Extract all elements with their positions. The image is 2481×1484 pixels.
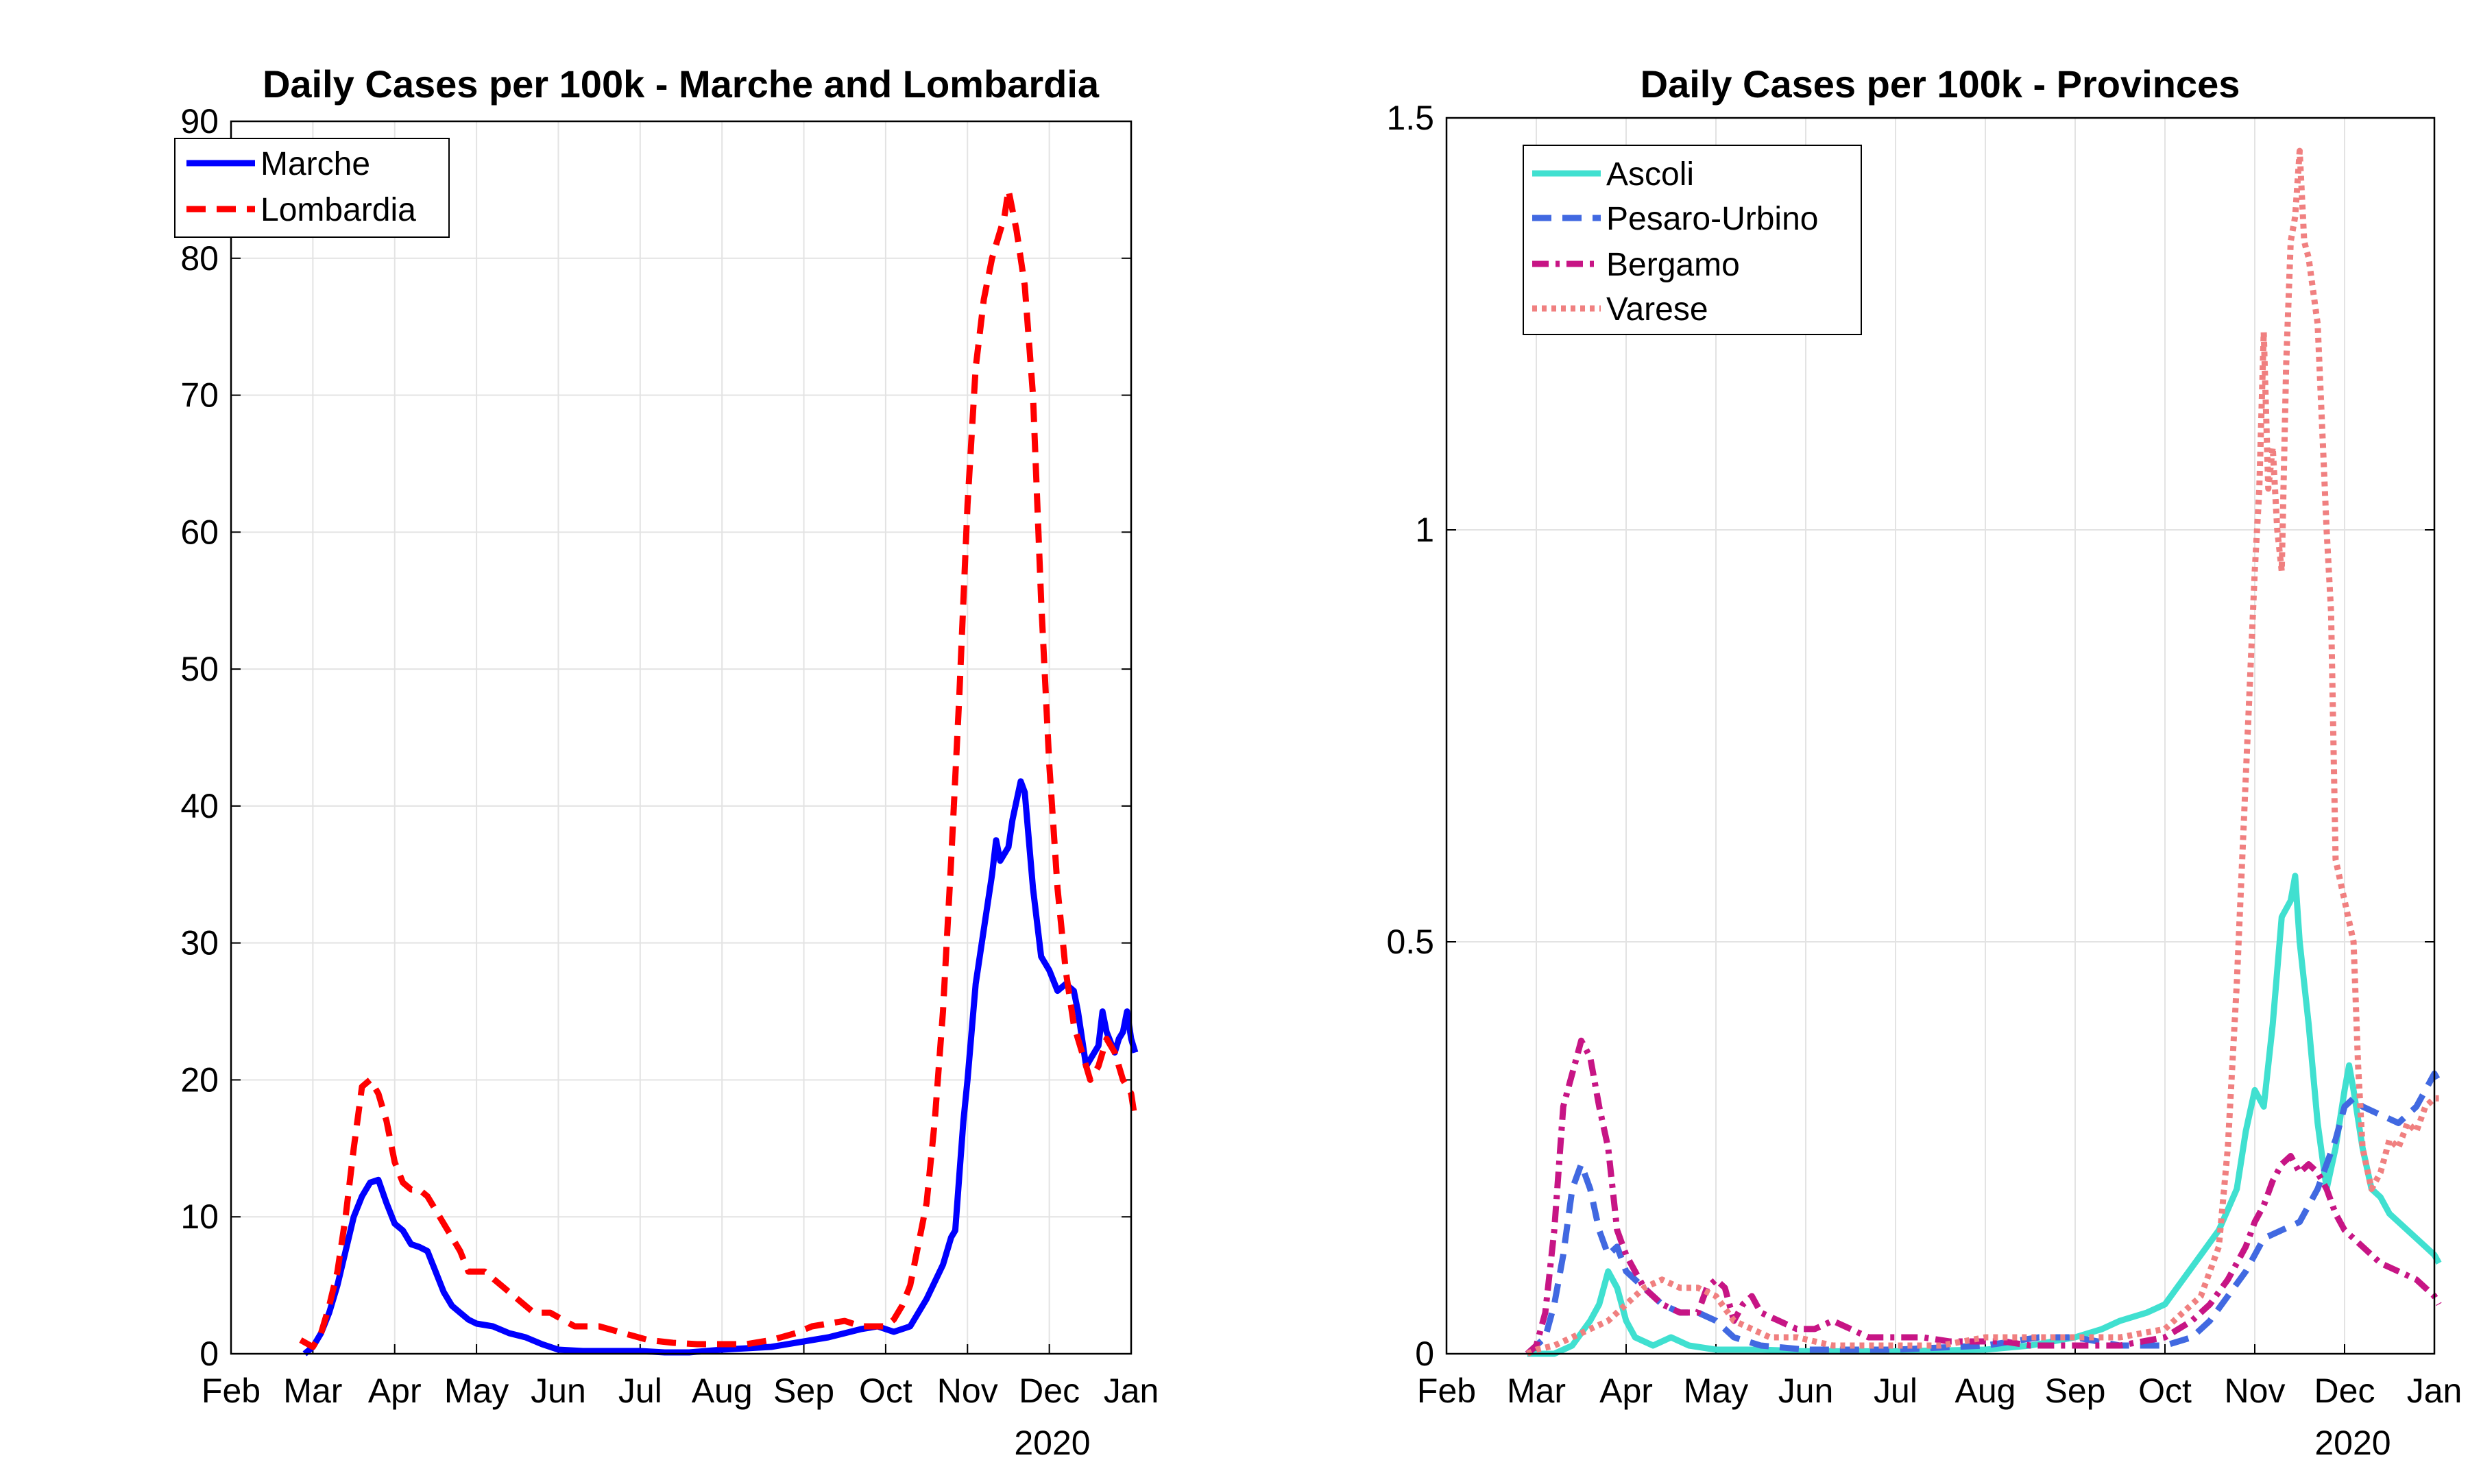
x-tick-label-sep: Sep [2045,1372,2106,1410]
x-tick-label-sep: Sep [773,1372,834,1410]
chart-right: 0 0.5 1 1.5 Feb Mar Apr May Jun Jul Aug Sep Oct Nov D… [1386,62,2462,1462]
x-tick-label-mar: Mar [283,1372,342,1410]
y-tick-label: 0.5 [1386,923,1434,961]
series-line-pesaro-urbino [1525,1070,2442,1357]
x-tick-label-jun: Jun [531,1372,586,1410]
grid [230,121,1132,1354]
x-tick-label-apr: Apr [1599,1372,1653,1410]
series-group [299,186,1139,1357]
x-tick-label-dec: Dec [1019,1372,1080,1410]
legend-label-varese: Varese [1606,291,1708,328]
legend-box [174,138,450,238]
chart-left: 0 10 20 30 40 50 60 70 80 90 Feb Mar Apr May Jun Jul Au… [174,62,1159,1462]
x-year-label: 2020 [2314,1424,2391,1462]
x-tick-label-jun: Jun [1778,1372,1834,1410]
y-tick-label: 70 [180,376,219,415]
x-tick-label-feb: Feb [1417,1372,1476,1410]
y-tick-label: 20 [180,1060,219,1099]
series-line-lombardia [299,186,1139,1350]
legend: Marche Lombardia [174,138,450,238]
legend-label-pesaro-urbino: Pesaro-Urbino [1606,201,1818,237]
x-tick-label-nov: Nov [2225,1372,2286,1410]
x-tick-label-oct: Oct [859,1372,912,1410]
x-axis: Feb Mar Apr May Jun Jul Aug Sep Oct Nov Dec Jan [202,1372,1159,1410]
series-line-ascoli [1527,873,2442,1357]
chart-title: Daily Cases per 100k - Marche and Lombar… [263,62,1100,106]
x-tick-label-jan: Jan [1104,1372,1159,1410]
x-tick-label-jan: Jan [2407,1372,2462,1410]
x-tick-label-jul: Jul [1874,1372,1917,1410]
x-tick-label-oct: Oct [2138,1372,2192,1410]
x-tick-label-may: May [1684,1372,1748,1410]
x-tick-label-mar: Mar [1507,1372,1566,1410]
y-tick-label: 1.5 [1386,99,1434,137]
y-tick-label: 60 [180,513,219,551]
x-tick-label-nov: Nov [937,1372,998,1410]
legend-label-lombardia: Lombardia [261,192,416,228]
legend-label-marche: Marche [261,146,370,182]
y-axis: 0 10 20 30 40 50 60 70 80 90 [180,102,219,1373]
series-line-marche [302,778,1139,1357]
x-tick-label-dec: Dec [2314,1372,2375,1410]
legend-box [1523,145,1862,335]
x-tick-label-apr: Apr [368,1372,422,1410]
legend: Ascoli Pesaro-Urbino Bergamo Varese [1523,145,1862,335]
x-tick-label-may: May [444,1372,509,1410]
series-group [1525,147,2442,1357]
x-year-label: 2020 [1014,1424,1090,1462]
x-tick-label-jul: Jul [618,1372,662,1410]
y-tick-label: 40 [180,787,219,825]
y-tick-label: 10 [180,1197,219,1236]
y-tick-label: 90 [180,102,219,141]
plot-frame [1445,117,2436,1355]
y-tick-label: 0 [1415,1335,1434,1373]
y-axis: 0 0.5 1 1.5 [1386,99,1434,1373]
legend-label-bergamo: Bergamo [1606,247,1740,283]
y-tick-label: 50 [180,650,219,688]
y-tick-label: 1 [1415,511,1434,549]
x-axis: Feb Mar Apr May Jun Jul Aug Sep Oct Nov Dec Jan [1417,1372,2462,1410]
series-line-varese [1526,147,2439,1357]
y-tick-label: 30 [180,924,219,962]
chart-title: Daily Cases per 100k - Provinces [1641,62,2240,106]
x-tick-label-feb: Feb [202,1372,261,1410]
y-tick-label: 80 [180,239,219,278]
y-tick-label: 0 [199,1335,219,1373]
legend-label-ascoli: Ascoli [1606,156,1694,193]
series-line-bergamo [1525,1037,2442,1357]
x-tick-label-aug: Aug [1955,1372,2016,1410]
plot-frame [230,120,1133,1355]
x-tick-label-aug: Aug [692,1372,753,1410]
